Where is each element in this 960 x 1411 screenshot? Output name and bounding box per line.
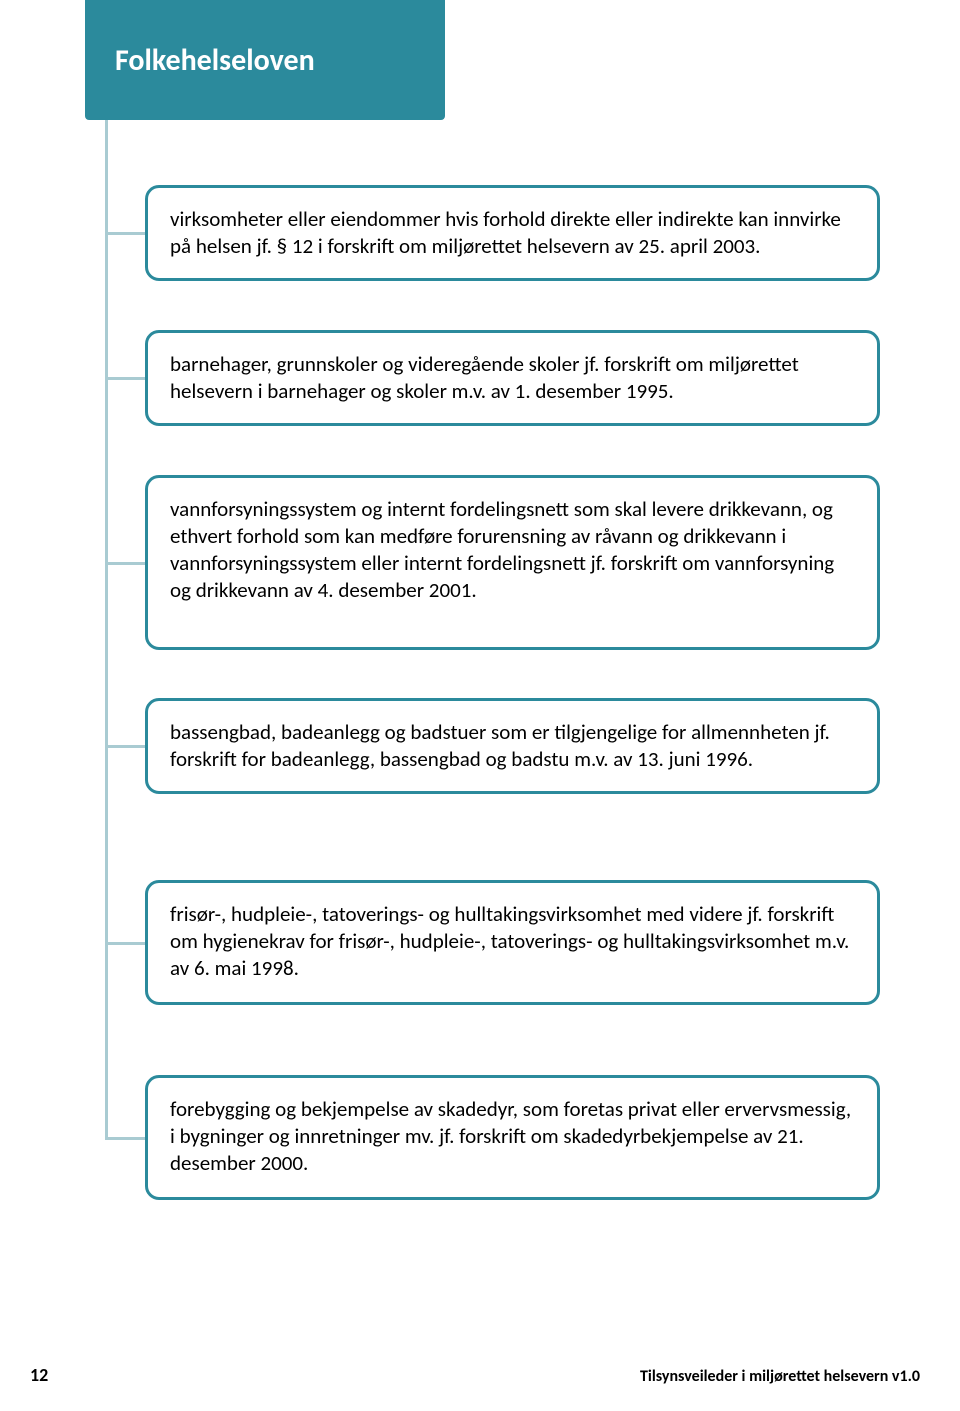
item-text: barnehager, grunnskoler og videregående … <box>170 351 799 404</box>
page-number: 12 <box>30 1364 48 1386</box>
item-box: frisør-, hudpleie-, tatoverings- og hull… <box>145 880 880 1005</box>
header-title: Folkehelseloven <box>115 42 315 79</box>
footer-text: Tilsynsveileder i miljørettet helsevern … <box>640 1367 920 1386</box>
connector-horizontal <box>105 942 145 945</box>
connector-horizontal <box>105 745 145 748</box>
item-text: forebygging og bekjempelse av skadedyr, … <box>170 1096 851 1176</box>
item-box: virksomheter eller eiendommer hvis forho… <box>145 185 880 281</box>
connector-vertical <box>105 120 108 1138</box>
item-text: virksomheter eller eiendommer hvis forho… <box>170 206 841 259</box>
item-text: bassengbad, badeanlegg og badstuer som e… <box>170 719 830 772</box>
item-box: forebygging og bekjempelse av skadedyr, … <box>145 1075 880 1200</box>
connector-horizontal <box>105 1137 145 1140</box>
item-text: vannforsyningssystem og internt fordelin… <box>170 496 834 603</box>
item-box: bassengbad, badeanlegg og badstuer som e… <box>145 698 880 794</box>
connector-horizontal <box>105 232 145 235</box>
header-box: Folkehelseloven <box>85 0 445 120</box>
connector-horizontal <box>105 377 145 380</box>
item-box: vannforsyningssystem og internt fordelin… <box>145 475 880 650</box>
item-text: frisør-, hudpleie-, tatoverings- og hull… <box>170 901 849 981</box>
connector-horizontal <box>105 562 145 565</box>
item-box: barnehager, grunnskoler og videregående … <box>145 330 880 426</box>
